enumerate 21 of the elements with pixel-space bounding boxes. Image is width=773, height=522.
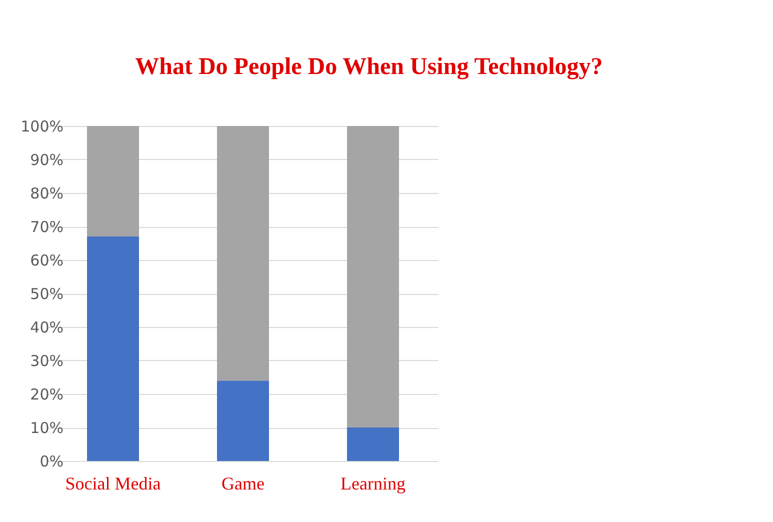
- y-tick-label: 50%: [30, 285, 64, 303]
- bar: [217, 380, 269, 461]
- y-tick-label: 70%: [30, 218, 64, 236]
- y-tick-label: 40%: [30, 318, 64, 336]
- bar: [87, 236, 139, 461]
- bar: [87, 126, 139, 237]
- y-tick-label: 20%: [30, 386, 64, 404]
- y-tick-label: 0%: [40, 452, 64, 470]
- x-tick-label: Game: [222, 474, 264, 494]
- y-tick-label: 30%: [30, 352, 64, 370]
- bar: [217, 126, 269, 381]
- y-tick-label: 10%: [30, 419, 64, 437]
- x-tick-label: Learning: [340, 474, 406, 494]
- y-tick-label: 100%: [20, 118, 64, 136]
- chart-title: What Do People Do When Using Technology?: [135, 54, 603, 80]
- bar: [347, 428, 399, 461]
- x-tick-label: Social Media: [65, 474, 161, 494]
- y-tick-label: 60%: [30, 252, 64, 270]
- bar: [347, 126, 399, 428]
- y-tick-label: 90%: [30, 151, 64, 169]
- y-tick-label: 80%: [30, 184, 64, 202]
